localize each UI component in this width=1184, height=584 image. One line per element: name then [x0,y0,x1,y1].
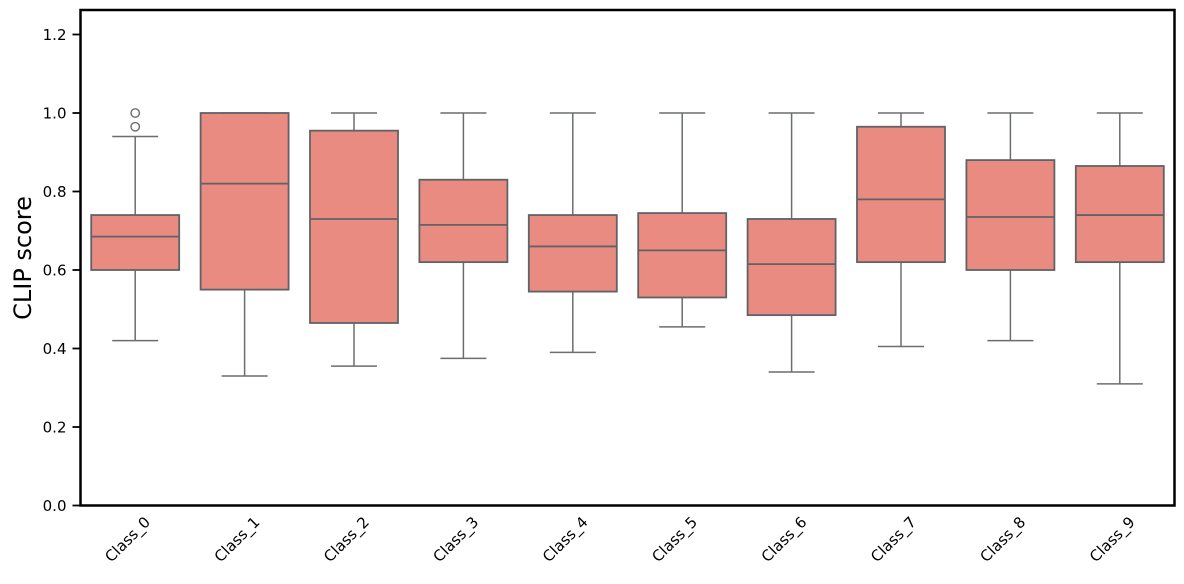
box-class_9 [1074,112,1165,385]
x-tick-label: Class_8 [977,513,1030,566]
y-tick-label: 0.6 [43,262,67,280]
y-axis-title: CLIP score [9,196,37,320]
box-class_0 [90,108,181,342]
box-class_7 [856,112,946,348]
iqr-box [637,212,728,299]
iqr-box [418,178,509,264]
box-class_8 [965,112,1056,342]
x-tick-label: Class_9 [1086,513,1139,566]
y-tick-label: 1.2 [43,26,67,44]
iqr-box [90,214,181,271]
y-tick-label: 0.0 [43,497,67,515]
x-tick-label: Class_2 [320,513,373,566]
box-class_2 [309,112,399,367]
x-tick-label: Class_4 [539,513,592,566]
y-tick-label: 0.4 [43,340,67,358]
x-tick-label: Class_6 [758,513,811,566]
iqr-box [965,159,1056,271]
iqr-box [856,125,946,264]
iqr-box [746,218,837,317]
x-tick-label: Class_3 [430,513,483,566]
box-class_1 [199,112,290,377]
y-tick-label: 0.8 [43,183,67,201]
axes-frame [79,8,1176,507]
outlier-point [130,121,141,132]
box-class_6 [746,112,837,373]
x-tick-label: Class_7 [867,513,920,566]
outlier-point [130,108,141,118]
boxes-layer [90,108,1165,385]
axis-ticks-layer: 0.0 0.2 0.4 0.6 0.8 1.0 1.2 [43,26,80,515]
x-tick-label: Class_1 [211,513,264,566]
x-tick-label: Class_0 [101,513,154,566]
box-class_3 [418,112,509,360]
iqr-box [309,129,399,324]
x-tick-labels-layer: Class_0 Class_1 Class_2 Class_3 Class_4 Class… [101,513,1139,566]
y-tick-label: 1.0 [43,105,67,123]
iqr-box [527,214,618,293]
iqr-box [199,112,290,291]
iqr-box [1074,165,1165,264]
x-tick-label: Class_5 [648,513,701,566]
box-class_5 [637,112,728,328]
box-class_4 [527,112,618,354]
y-tick-label: 0.2 [43,419,67,437]
